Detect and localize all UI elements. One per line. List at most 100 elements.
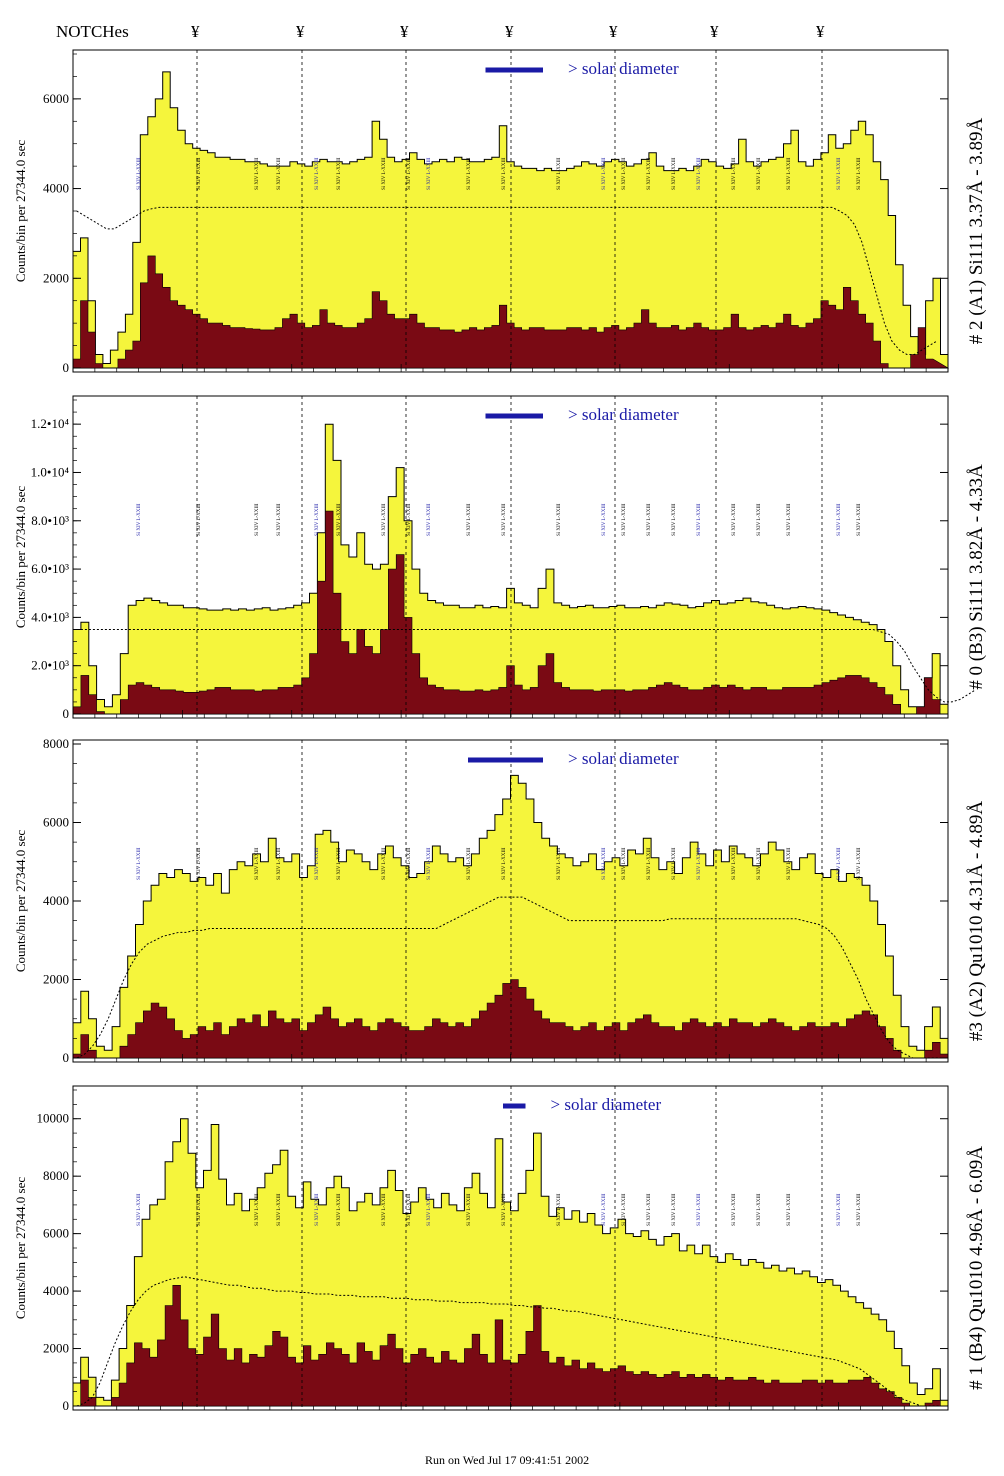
line-annotation-12: Si XIV L-XXIII	[557, 1193, 562, 1226]
y-axis-label: Counts/bin per 27344.0 sec	[13, 1177, 28, 1319]
line-annotation-15: Si XIV L-XXIII	[647, 157, 652, 190]
line-annotation-20: Si XIV L-XXIII	[787, 1193, 792, 1226]
line-annotation-10: Si XIV L-XXIII	[467, 847, 472, 880]
line-annotation-2: Si XIV L-XXIII	[197, 503, 202, 536]
y-tick-label-0: 0	[63, 1050, 70, 1065]
channel-label: #3 (A2) Qu1010 4.31Å - 4.89Å	[966, 801, 987, 1041]
line-annotation-16: Si XIV L-XXIII	[672, 847, 677, 880]
y-tick-label-1: 2.0•10³	[31, 658, 69, 673]
chart-panels: Si XIV L-XXIII Si XIV L-XXIII Si XIV L-XXI…	[13, 49, 987, 1413]
line-annotation-2: Si XIV L-XXIII	[197, 157, 202, 190]
line-annotation-3: Si XIV L-XXIII	[255, 503, 260, 536]
y-tick-label-3: 6000	[43, 815, 69, 830]
line-annotation-22: Si XIV L-XXIII	[857, 1193, 862, 1226]
line-annotation-14: Si XIV L-XXIII	[622, 1193, 627, 1226]
line-annotation-4: Si XIV L-XXIII	[277, 503, 282, 536]
line-annotation-20: Si XIV L-XXIII	[787, 157, 792, 190]
y-axis-label: Counts/bin per 27344.0 sec	[13, 140, 28, 282]
notch-symbol-5: ¥	[609, 22, 618, 41]
line-annotation-12: Si XIV L-XXIII	[557, 503, 562, 536]
line-annotation-22: Si XIV L-XXIII	[857, 503, 862, 536]
line-annotation-21: Si XIV L-XXIII	[837, 503, 842, 536]
notch-symbol-2: ¥	[296, 22, 305, 41]
model-curve	[76, 1276, 945, 1407]
line-annotation-15: Si XIV L-XXIII	[647, 847, 652, 880]
y-tick-label-4: 8.0•10³	[31, 513, 69, 528]
line-annotation-14: Si XIV L-XXIII	[622, 157, 627, 190]
line-annotation-14: Si XIV L-XXIII	[622, 503, 627, 536]
notches-label: NOTCHes	[56, 22, 129, 41]
y-tick-label-2: 4000	[43, 1283, 69, 1298]
line-annotation-13: Si XIV L-XXIII	[602, 503, 607, 536]
line-annotation-8: Si XIV L-XXIII	[407, 1193, 412, 1226]
line-annotation-1: Si XIV L-XXIII	[137, 1193, 142, 1226]
line-annotation-13: Si XIV L-XXIII	[602, 157, 607, 190]
line-annotation-6: Si XIV L-XXIII	[337, 157, 342, 190]
notch-markers: ¥ ¥ ¥ ¥ ¥ ¥ ¥	[191, 22, 825, 41]
background-counts-histogram	[72, 979, 949, 1059]
solar-diameter-label: > solar diameter	[568, 405, 679, 424]
total-counts-histogram	[72, 1118, 949, 1407]
y-axis-label: Counts/bin per 27344.0 sec	[13, 830, 28, 972]
background-counts-histogram	[73, 1285, 948, 1407]
line-annotation-7: Si XIV L-XXIII	[382, 157, 387, 190]
y-tick-label-5: 1.0•10⁴	[31, 464, 70, 479]
line-annotation-10: Si XIV L-XXIII	[467, 503, 472, 536]
line-annotation-1: Si XIV L-XXIII	[137, 157, 142, 190]
line-annotation-1: Si XIV L-XXIII	[137, 503, 142, 536]
y-tick-label-4: 8000	[43, 1168, 69, 1183]
y-tick-label-3: 6000	[43, 91, 69, 106]
solar-diameter-label: > solar diameter	[568, 59, 679, 78]
line-annotation-12: Si XIV L-XXIII	[557, 847, 562, 880]
line-annotation-6: Si XIV L-XXIII	[337, 1193, 342, 1226]
line-annotation-7: Si XIV L-XXIII	[382, 1193, 387, 1226]
total-counts-histogram	[72, 423, 949, 715]
line-annotation-9: Si XIV L-XXIII	[427, 503, 432, 536]
line-annotation-8: Si XIV L-XXIII	[407, 157, 412, 190]
line-annotation-5: Si XIV L-XXIII	[315, 1193, 320, 1226]
model-curve	[76, 629, 976, 703]
notch-symbol-3: ¥	[400, 22, 409, 41]
y-tick-label-2: 4000	[43, 893, 69, 908]
line-annotation-18: Si XIV L-XXIII	[732, 847, 737, 880]
channel-label: # 2 (A1) Si111 3.37Å - 3.89Å	[966, 117, 987, 344]
line-annotation-2: Si XIV L-XXIII	[197, 1193, 202, 1226]
line-annotation-4: Si XIV L-XXIII	[277, 157, 282, 190]
line-annotation-10: Si XIV L-XXIII	[467, 157, 472, 190]
line-annotation-18: Si XIV L-XXIII	[732, 157, 737, 190]
line-annotation-5: Si XIV L-XXIII	[315, 503, 320, 536]
line-annotation-9: Si XIV L-XXIII	[427, 847, 432, 880]
background-counts-histogram	[72, 255, 950, 369]
line-annotation-14: Si XIV L-XXIII	[622, 847, 627, 880]
run-timestamp: Run on Wed Jul 17 09:41:51 2002	[425, 1453, 589, 1467]
line-annotation-17: Si XIV L-XXIII	[697, 1193, 702, 1226]
line-annotation-10: Si XIV L-XXIII	[467, 1193, 472, 1226]
channel-label: # 0 (B3) Si111 3.82Å - 4.33Å	[966, 464, 987, 690]
y-tick-label-3: 6000	[43, 1226, 69, 1241]
line-annotation-11: Si XIV L-XXIII	[502, 157, 507, 190]
y-tick-label-1: 2000	[43, 270, 69, 285]
line-annotation-3: Si XIV L-XXIII	[255, 847, 260, 880]
line-annotation-20: Si XIV L-XXIII	[787, 847, 792, 880]
line-annotation-12: Si XIV L-XXIII	[557, 157, 562, 190]
line-annotation-15: Si XIV L-XXIII	[647, 503, 652, 536]
line-annotation-18: Si XIV L-XXIII	[732, 1193, 737, 1226]
y-tick-label-0: 0	[63, 360, 70, 375]
line-annotation-21: Si XIV L-XXIII	[837, 847, 842, 880]
line-annotation-13: Si XIV L-XXIII	[602, 847, 607, 880]
line-annotation-19: Si XIV L-XXIII	[757, 503, 762, 536]
panel-2: Si XIV L-XXIII Si XIV L-XXIII Si XIV L-XXI…	[13, 395, 987, 721]
line-annotation-8: Si XIV L-XXIII	[407, 847, 412, 880]
background-counts-histogram	[72, 510, 948, 715]
line-annotation-2: Si XIV L-XXIII	[197, 847, 202, 880]
line-annotation-17: Si XIV L-XXIII	[697, 847, 702, 880]
line-annotation-1: Si XIV L-XXIII	[137, 847, 142, 880]
total-counts-histogram	[72, 71, 949, 369]
line-annotation-16: Si XIV L-XXIII	[672, 157, 677, 190]
panel-3: Si XIV L-XXIII Si XIV L-XXIII Si XIV L-XXI…	[13, 736, 987, 1065]
y-tick-label-2: 4000	[43, 181, 69, 196]
panel-4: Si XIV L-XXIII Si XIV L-XXIII Si XIV L-XXI…	[13, 1085, 987, 1413]
panel-1: Si XIV L-XXIII Si XIV L-XXIII Si XIV L-XXI…	[13, 49, 987, 375]
line-annotation-5: Si XIV L-XXIII	[315, 157, 320, 190]
